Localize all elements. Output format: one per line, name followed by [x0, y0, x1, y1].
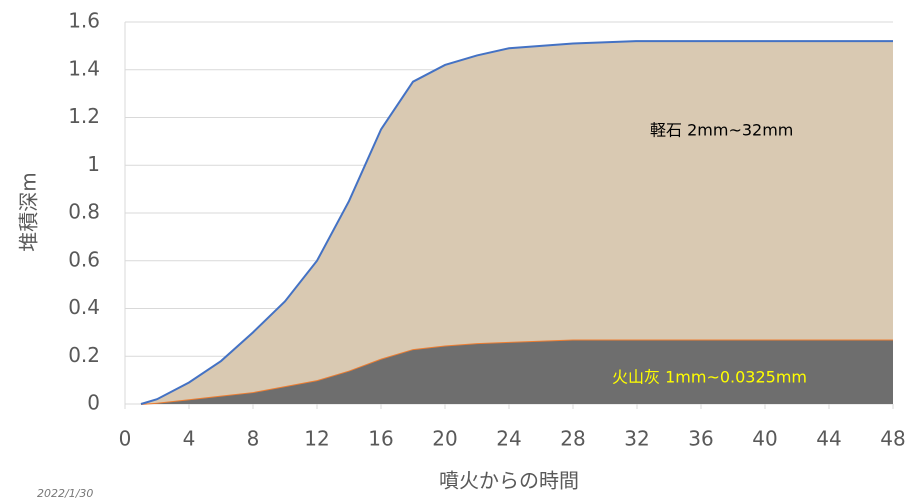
x-tick-label: 40 [752, 427, 777, 451]
x-tick-label: 44 [816, 427, 841, 451]
annotation: 軽石 2mm~32mm [650, 121, 793, 140]
x-axis-label: 噴火からの時間 [439, 469, 579, 493]
x-tick-label: 48 [880, 427, 905, 451]
x-tick-label: 36 [688, 427, 713, 451]
x-tick-label: 16 [368, 427, 393, 451]
y-axis-label: 堆積深m [17, 172, 41, 251]
y-tick-label: 0.2 [68, 343, 100, 367]
x-tick-label: 28 [560, 427, 585, 451]
y-tick-label: 0.6 [68, 247, 100, 271]
x-tick-label: 8 [247, 427, 260, 451]
x-tick-label: 20 [432, 427, 457, 451]
chart: 堆積深m 噴火からの時間 2022/1/30 0 0.2 0.4 0.6 0.8 1 1.2… [0, 0, 908, 502]
x-tick-label: 0 [119, 427, 132, 451]
x-tick-label: 12 [304, 427, 329, 451]
y-tick-label: 0.8 [68, 200, 100, 224]
date: 2022/1/30 [37, 487, 93, 500]
y-tick-label: 0 [87, 391, 100, 415]
y-tick-label: 0.4 [68, 295, 100, 319]
y-tick-label: 1.6 [68, 9, 100, 33]
y-tick-label: 1.2 [68, 104, 100, 128]
x-tick-label: 32 [624, 427, 649, 451]
annotation: 火山灰 1mm~0.0325mm [612, 368, 807, 387]
y-tick-label: 1 [87, 152, 100, 176]
y-tick-label: 1.4 [68, 56, 100, 80]
x-tick-label: 24 [496, 427, 521, 451]
x-tick-label: 4 [183, 427, 196, 451]
